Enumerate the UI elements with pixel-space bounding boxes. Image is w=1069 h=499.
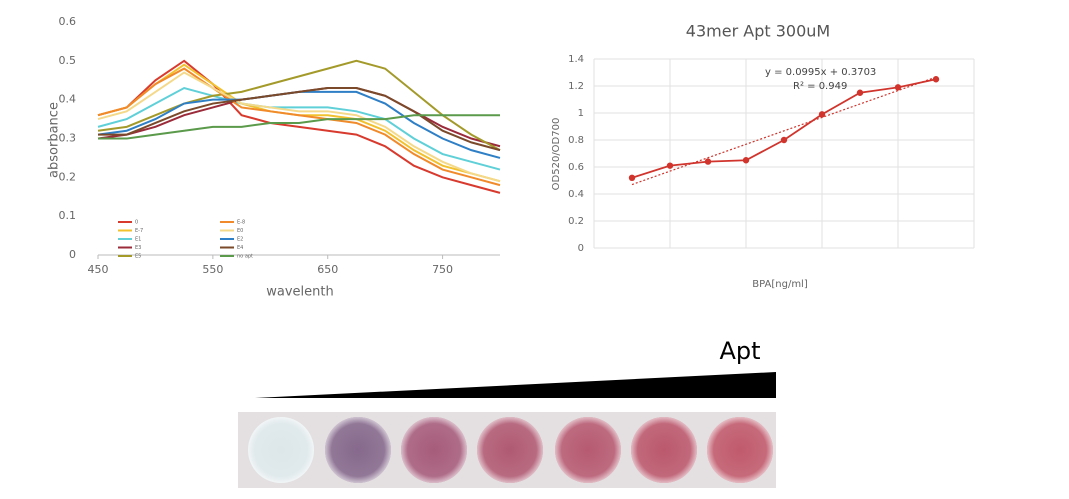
data-point xyxy=(856,89,864,96)
legend-label: E-7 xyxy=(135,228,143,234)
spectrum-line xyxy=(98,114,500,140)
y-tick-label: 0 xyxy=(69,248,76,261)
x-axis-label: wavelenth xyxy=(266,285,333,300)
y-tick-label: 0.4 xyxy=(59,93,77,106)
legend-label: E0 xyxy=(237,228,243,234)
chart-title: 43mer Apt 300uM xyxy=(686,22,830,41)
y-tick-label: 0.6 xyxy=(568,162,584,173)
y-tick-label: 1.4 xyxy=(568,54,584,65)
data-point xyxy=(666,162,674,169)
data-line xyxy=(631,78,937,179)
y-tick-label: 0.6 xyxy=(59,15,77,28)
spectrum-line xyxy=(97,59,501,194)
trendline-equation: y = 0.0995x + 0.3703 xyxy=(765,67,876,78)
y-tick-label: 1.2 xyxy=(568,81,584,92)
x-tick-label: 550 xyxy=(202,263,223,276)
trendline-r2: R² = 0.949 xyxy=(793,81,847,92)
legend-label: E3 xyxy=(135,245,141,251)
data-point xyxy=(742,157,750,164)
gradient-wedge xyxy=(255,372,776,398)
spectrum-line xyxy=(97,71,501,183)
y-axis-label: absorbance xyxy=(47,102,62,178)
spectrum-line xyxy=(98,87,501,152)
legend-label: no apt xyxy=(237,254,253,260)
trendline xyxy=(631,76,937,186)
x-axis-label: BPA[ng/ml] xyxy=(752,279,808,290)
y-tick-label: 0.1 xyxy=(59,209,77,222)
data-point xyxy=(704,158,712,165)
spectrum-line xyxy=(97,67,501,187)
data-point xyxy=(780,136,788,144)
wedge-label: Apt xyxy=(719,337,760,365)
y-tick-label: 0 xyxy=(578,243,584,254)
y-tick-label: 0.3 xyxy=(59,132,77,145)
legend-label: 0 xyxy=(135,220,138,226)
data-point xyxy=(628,174,636,181)
y-tick-label: 0.2 xyxy=(59,170,77,183)
data-point xyxy=(932,76,940,83)
legend-label: E1 xyxy=(135,237,141,243)
x-tick-label: 750 xyxy=(432,263,453,276)
legend-label: E5 xyxy=(135,254,141,260)
spectrum-line xyxy=(97,86,501,171)
legend-label: E2 xyxy=(237,237,243,243)
y-tick-label: 0.8 xyxy=(568,135,584,146)
y-tick-label: 0.4 xyxy=(568,189,584,200)
legend-label: E4 xyxy=(237,245,243,251)
x-tick-label: 650 xyxy=(317,263,338,276)
data-point xyxy=(894,84,902,91)
y-tick-label: 1 xyxy=(578,108,584,119)
legend-label: E-8 xyxy=(237,220,245,226)
spectrum-line xyxy=(97,59,501,152)
y-tick-label: 0.5 xyxy=(59,54,77,67)
y-axis-label: OD520/OD700 xyxy=(551,118,562,191)
y-tick-label: 0.2 xyxy=(568,216,584,227)
data-point xyxy=(818,111,826,118)
x-tick-label: 450 xyxy=(88,263,109,276)
